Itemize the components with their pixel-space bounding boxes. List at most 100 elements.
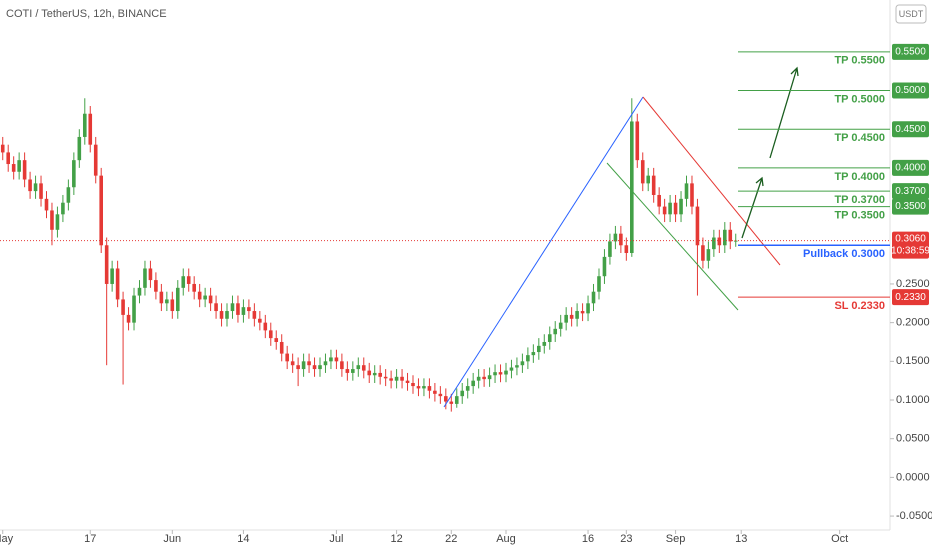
candle-body: [394, 376, 399, 381]
y-tick-label: 0.1000: [896, 394, 930, 406]
candle-body: [318, 365, 322, 370]
candle-body: [82, 113, 87, 137]
candle-body: [329, 357, 333, 362]
last-price-box: [892, 231, 929, 259]
x-tick-label: May: [0, 533, 14, 545]
candle-body: [170, 299, 175, 312]
price-box: [892, 43, 929, 60]
candle-body: [99, 175, 103, 246]
candle-body: [454, 396, 459, 404]
candle-body: [695, 206, 700, 246]
last-price-label: 0.3060: [895, 233, 926, 244]
candle-body: [537, 345, 541, 353]
candle-body: [515, 365, 519, 368]
x-tick-label: 12: [390, 533, 402, 545]
candle-body: [569, 314, 574, 319]
x-tick-label: 23: [620, 533, 632, 545]
candle-body: [17, 160, 21, 172]
candle-body: [405, 380, 410, 383]
candle-body: [132, 295, 136, 323]
arrow: [741, 176, 764, 239]
candle-body: [673, 202, 678, 215]
x-tick-label: 14: [237, 533, 249, 545]
candle-body: [509, 367, 514, 371]
candle-body: [55, 214, 60, 230]
candle-body: [241, 307, 246, 315]
candle-body: [0, 144, 5, 153]
price-box-label: 0.3700: [895, 186, 926, 197]
x-tick-label: 16: [582, 533, 594, 545]
candle-body: [400, 376, 404, 381]
candle-body: [613, 233, 618, 242]
chart-title: COTI / TetherUS, 12h, BINANCE: [6, 8, 167, 20]
candle-body: [279, 341, 284, 354]
candle-body: [290, 361, 295, 366]
candle-body: [72, 160, 76, 188]
candle-body: [301, 361, 306, 370]
countdown-label: 10:38:59: [891, 245, 930, 256]
candle-body: [274, 338, 279, 342]
level-label: SL 0.2330: [834, 300, 885, 312]
candle-body: [640, 160, 645, 184]
candle-body: [635, 121, 640, 161]
candle-body: [684, 183, 689, 199]
candle-body: [367, 370, 372, 376]
candle-body: [471, 380, 475, 387]
candle-body: [657, 194, 661, 207]
candle-body: [159, 291, 164, 304]
x-tick-label: Jul: [329, 533, 343, 545]
candle-body: [345, 369, 350, 373]
candle-body: [296, 365, 300, 370]
candle-body: [372, 372, 377, 376]
candle-body: [258, 318, 262, 323]
candle-body: [624, 245, 629, 254]
candle-body: [143, 268, 147, 288]
candle-body: [526, 355, 530, 362]
currency-label[interactable]: USDT: [899, 9, 924, 19]
price-box: [892, 183, 929, 200]
candle-body: [586, 303, 590, 314]
level-label: TP 0.4500: [834, 132, 885, 144]
candle-body: [482, 376, 486, 380]
currency-button[interactable]: [895, 4, 927, 24]
candle-body: [247, 307, 251, 312]
candle-body: [608, 241, 612, 257]
candle-body: [66, 187, 71, 203]
candle-body: [285, 353, 289, 362]
candle-body: [236, 303, 240, 315]
candle-body: [520, 361, 525, 366]
trend-line: [642, 96, 781, 266]
candle-body: [361, 365, 366, 371]
candle-body: [61, 202, 65, 215]
candle-body: [531, 352, 536, 356]
candle-body: [104, 245, 109, 284]
candle-body: [679, 198, 683, 215]
candle-body: [465, 386, 470, 391]
candle-body: [77, 136, 82, 161]
price-box: [892, 289, 929, 306]
x-tick-label: Oct: [831, 533, 848, 545]
y-tick-label: 0.2500: [896, 278, 930, 290]
price-box-label: 0.4000: [895, 163, 926, 174]
candle-body: [476, 376, 481, 381]
candle-body: [175, 287, 180, 312]
candle-body: [219, 311, 224, 319]
y-tick-label: -0.0500: [896, 510, 932, 522]
candle-body: [121, 299, 125, 315]
level-label: TP 0.5000: [834, 93, 885, 105]
candle-body: [230, 303, 235, 312]
price-box-label: 0.3500: [895, 201, 926, 212]
candle-body: [580, 311, 585, 314]
candle-body: [416, 386, 421, 389]
price-box: [892, 159, 929, 176]
candle-body: [558, 322, 563, 329]
candle-body: [263, 322, 268, 331]
plot: [0, 98, 738, 412]
candle-body: [542, 341, 547, 346]
candle-body: [433, 390, 437, 394]
candle-body: [712, 237, 716, 250]
candle-body: [307, 361, 311, 366]
candle-body: [717, 237, 722, 246]
